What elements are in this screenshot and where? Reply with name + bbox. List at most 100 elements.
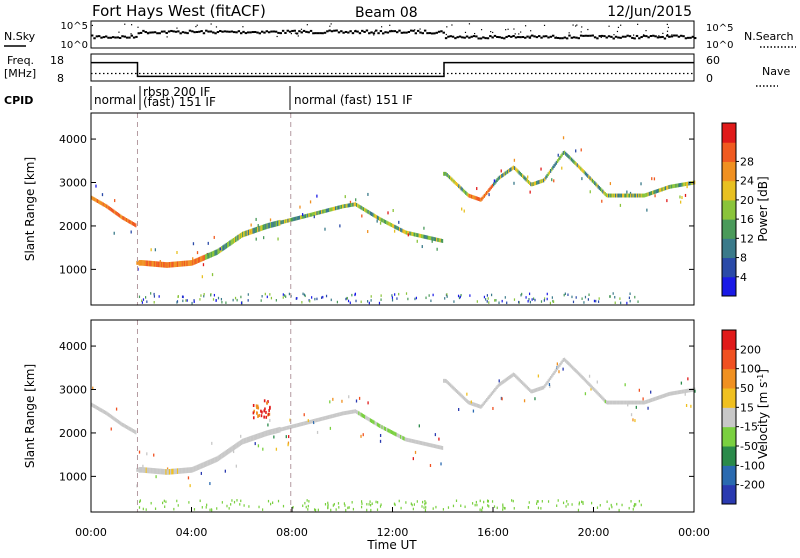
velocity-echo-cell xyxy=(355,409,358,414)
power-echo-cell xyxy=(172,261,174,268)
noise-sky-point xyxy=(375,29,378,32)
velocity-echo-cell xyxy=(92,403,94,408)
power-ground-cell xyxy=(571,295,573,299)
noise-sky-point xyxy=(684,37,688,40)
power-echo-cell xyxy=(585,172,588,177)
power-echo-cell xyxy=(515,167,517,172)
velocity-echo-cell xyxy=(249,436,251,442)
velocity-echo-cell xyxy=(124,424,126,429)
power-ground-cell xyxy=(495,299,497,302)
velocity-echo-cell xyxy=(481,403,483,408)
power-echo-cell xyxy=(497,176,499,181)
noise-sky-point xyxy=(116,36,120,39)
power-echo-cell xyxy=(424,234,426,239)
noise-sky-point xyxy=(393,30,397,33)
velocity-scatter-cell xyxy=(115,407,118,411)
noise-search-point xyxy=(276,35,278,38)
velocity-echo-cell xyxy=(294,423,296,428)
velocity-echo-cell xyxy=(258,433,260,439)
velocity-echo-cell xyxy=(475,403,477,408)
power-ground-cell xyxy=(200,294,202,297)
velocity-colorbar-swatch xyxy=(722,368,736,389)
power-echo-cell xyxy=(145,260,147,267)
power-echo-cell xyxy=(161,261,164,268)
velocity-echo-cell xyxy=(644,400,646,405)
power-ground-cell xyxy=(567,293,569,297)
power-echo-cell xyxy=(694,180,696,185)
noise-search-point xyxy=(124,23,126,25)
velocity-echo-cell xyxy=(511,373,513,378)
velocity-echo-cell xyxy=(243,438,245,444)
power-echo-cell xyxy=(654,189,656,194)
power-colorbar-swatch xyxy=(722,123,736,143)
power-echo-cell xyxy=(467,193,469,198)
velocity-echo-cell xyxy=(167,469,169,475)
power-echo-cell xyxy=(381,218,383,223)
power-echo-cell xyxy=(120,214,122,219)
velocity-echo-cell xyxy=(560,361,562,366)
velocity-echo-cell xyxy=(670,391,673,396)
velocity-scatter-cell xyxy=(153,453,155,457)
velocity-echo-cell xyxy=(100,408,102,413)
noise-sky-point xyxy=(251,31,255,34)
velocity-ground-cell xyxy=(432,507,434,510)
velocity-echo-cell xyxy=(337,412,339,417)
power-echo-cell xyxy=(489,186,491,191)
noise-sky-point xyxy=(186,32,189,35)
noise-search-point xyxy=(460,36,463,38)
power-ground-cell xyxy=(552,300,555,303)
velocity-ground-cell xyxy=(616,502,618,506)
velocity-echo-cell xyxy=(305,420,308,425)
power-echo-cell xyxy=(139,260,142,266)
velocity-echo-cell xyxy=(694,387,696,392)
velocity-echo-cell xyxy=(440,445,443,450)
velocity-echo-cell xyxy=(252,403,255,407)
velocity-ground-cell xyxy=(233,500,236,504)
power-echo-cell xyxy=(554,162,556,167)
power-colorbar-tick-label: 8 xyxy=(740,252,747,265)
power-echo-cell xyxy=(649,191,652,196)
power-echo-cell xyxy=(563,150,566,155)
noise-sky-point xyxy=(423,29,427,32)
velocity-echo-cell xyxy=(111,415,114,420)
power-echo-cell xyxy=(460,186,462,191)
velocity-echo-cell xyxy=(482,402,484,407)
power-echo-cell xyxy=(506,169,509,174)
power-scatter-cell xyxy=(201,275,204,279)
velocity-scatter-cell xyxy=(590,387,592,391)
power-echo-cell xyxy=(534,181,537,186)
velocity-echo-cell xyxy=(633,400,635,405)
velocity-scatter-cell xyxy=(690,404,692,408)
noise-sky-point xyxy=(237,30,241,33)
velocity-echo-cell xyxy=(504,378,506,383)
velocity-echo-cell xyxy=(408,438,410,443)
velocity-echo-cell xyxy=(130,427,132,432)
power-echo-cell xyxy=(656,189,659,193)
velocity-echo-cell xyxy=(258,413,260,417)
velocity-echo-cell xyxy=(639,400,641,405)
power-echo-cell xyxy=(539,179,541,184)
velocity-scatter-cell xyxy=(549,384,551,388)
velocity-echo-cell xyxy=(353,409,355,414)
velocity-echo-cell xyxy=(608,400,610,405)
power-echo-cell xyxy=(592,179,595,184)
velocity-ground-cell xyxy=(590,501,593,505)
velocity-ground-cell xyxy=(557,499,559,502)
noise-sky-point xyxy=(505,35,508,38)
power-scatter-cell xyxy=(211,273,214,277)
noise-sky-point xyxy=(444,37,448,40)
power-colorbar-tick-label: 20 xyxy=(740,194,754,207)
velocity-scatter-cell xyxy=(650,390,652,394)
velocity-scatter-cell xyxy=(285,435,287,439)
nave-tick-top: 60 xyxy=(706,54,720,67)
velocity-scatter-cell xyxy=(329,400,331,404)
velocity-echo-cell xyxy=(542,385,545,390)
velocity-ground-cell xyxy=(540,507,542,510)
power-ground-cell xyxy=(232,298,234,302)
velocity-ground-cell xyxy=(343,502,345,505)
velocity-scatter-cell xyxy=(303,413,305,417)
noise-sky-point xyxy=(214,32,217,35)
velocity-echo-cell xyxy=(545,382,547,387)
velocity-echo-cell xyxy=(140,467,143,473)
noise-sky-point xyxy=(309,29,313,32)
